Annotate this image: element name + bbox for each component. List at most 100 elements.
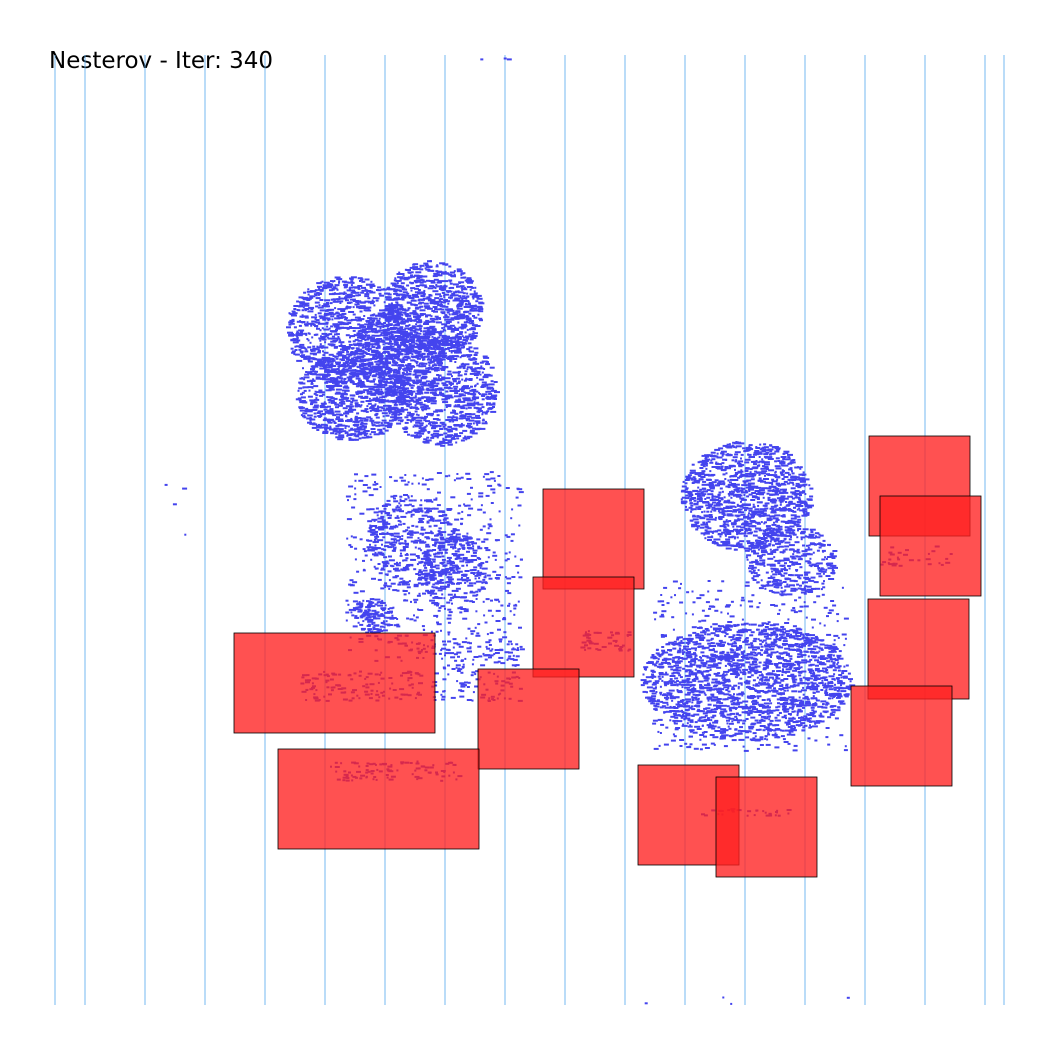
cell: [343, 368, 346, 371]
cell: [390, 345, 393, 348]
cell: [440, 330, 444, 333]
cell: [457, 382, 461, 384]
cell: [426, 344, 429, 347]
cell: [438, 332, 443, 335]
cell: [415, 402, 421, 405]
cell: [374, 624, 379, 627]
cell: [415, 360, 419, 363]
cell: [319, 363, 326, 366]
cell: [445, 404, 452, 407]
cell: [379, 294, 385, 297]
cell: [327, 286, 332, 289]
cell: [320, 402, 327, 405]
cell: [477, 645, 482, 648]
cell: [432, 418, 439, 420]
cell: [437, 510, 443, 513]
cell: [454, 326, 456, 329]
cell: [363, 410, 368, 413]
cell: [358, 352, 365, 355]
cell: [439, 281, 442, 284]
cell: [424, 286, 428, 289]
cell: [386, 327, 391, 330]
cell: [337, 351, 340, 354]
cell: [396, 391, 403, 394]
cell: [383, 381, 389, 383]
cell: [389, 525, 395, 528]
row-lines: [54, 55, 1005, 1005]
cell: [470, 385, 473, 388]
cell: [445, 539, 448, 542]
cell: [429, 301, 436, 303]
cell: [416, 267, 421, 270]
cell: [442, 518, 447, 521]
cell: [429, 386, 435, 389]
cell: [400, 348, 405, 351]
cell: [423, 289, 426, 292]
cell: [349, 579, 354, 582]
cell: [433, 614, 439, 617]
cell: [335, 363, 341, 365]
cell: [301, 321, 304, 324]
cell: [425, 583, 429, 586]
cell: [464, 570, 470, 572]
cell: [434, 564, 440, 567]
cell: [463, 379, 467, 382]
cell: [440, 534, 443, 537]
cell: [406, 284, 410, 287]
cell: [487, 484, 493, 487]
cell: [394, 318, 397, 320]
cell: [388, 368, 393, 370]
cell: [431, 577, 437, 580]
cell: [386, 585, 392, 588]
cell: [368, 494, 374, 497]
cell: [371, 615, 377, 618]
cell: [406, 553, 409, 555]
cell: [418, 386, 422, 389]
cell: [332, 280, 335, 283]
cell: [495, 599, 498, 602]
cell: [380, 515, 385, 518]
cell: [472, 545, 475, 548]
cell: [468, 333, 472, 336]
cell: [345, 334, 350, 337]
cell: [401, 313, 404, 316]
cell: [389, 564, 393, 567]
cell: [371, 609, 377, 612]
cell: [485, 420, 487, 423]
cell: [428, 422, 431, 425]
cell: [335, 380, 342, 383]
cell: [504, 552, 508, 555]
cell: [443, 296, 446, 299]
cell: [459, 365, 466, 368]
cell: [333, 359, 336, 362]
cell: [314, 289, 318, 292]
cell: [459, 400, 466, 403]
cell: [379, 526, 386, 529]
cell: [338, 429, 341, 432]
cell: [357, 294, 361, 297]
cell: [425, 543, 430, 546]
cell: [325, 334, 330, 336]
cell: [401, 371, 405, 374]
cell: [507, 604, 510, 607]
cell: [386, 359, 389, 362]
cell: [474, 351, 479, 354]
cell: [458, 557, 463, 560]
cell: [417, 292, 424, 295]
cell: [350, 417, 353, 420]
cell: [434, 542, 438, 545]
cell: [367, 330, 374, 333]
cell: [441, 398, 448, 401]
cell: [437, 388, 439, 390]
cell: [453, 385, 459, 388]
cell: [402, 291, 408, 294]
cell: [489, 654, 494, 657]
cell: [432, 306, 438, 308]
cell: [426, 510, 432, 513]
cell: [354, 334, 360, 337]
cell: [422, 440, 429, 443]
cell: [377, 356, 381, 359]
cell: [484, 373, 490, 376]
cell: [497, 628, 501, 631]
cell: [356, 617, 359, 619]
